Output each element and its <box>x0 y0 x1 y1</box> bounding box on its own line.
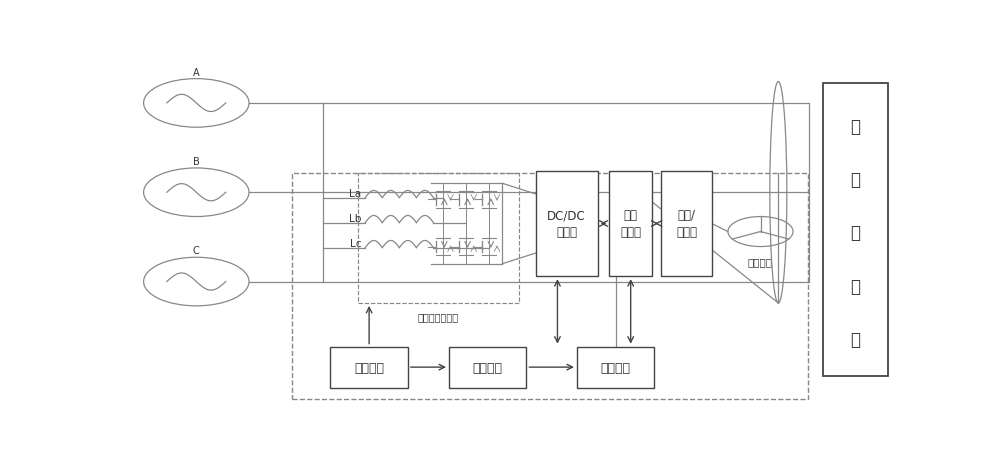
Text: 线: 线 <box>850 171 860 189</box>
Text: 双向
逆变器: 双向 逆变器 <box>620 209 641 239</box>
Text: DC/DC
变换器: DC/DC 变换器 <box>547 209 586 239</box>
Bar <box>536 171 598 276</box>
Bar <box>292 173 808 400</box>
Text: 主控制器: 主控制器 <box>473 361 503 374</box>
Bar <box>661 171 712 276</box>
Text: 非: 非 <box>850 118 860 136</box>
Text: Lc: Lc <box>350 238 361 249</box>
Bar <box>822 84 888 376</box>
Text: 飞轮本体: 飞轮本体 <box>748 257 773 267</box>
Text: 负: 负 <box>850 277 860 295</box>
Text: 能量变换主电路: 能量变换主电路 <box>418 311 459 321</box>
Text: 电动/
发电机: 电动/ 发电机 <box>676 209 697 239</box>
Bar <box>330 347 408 388</box>
Bar <box>609 171 652 276</box>
Text: B: B <box>193 157 200 167</box>
Text: La: La <box>349 188 361 199</box>
Bar <box>577 347 654 388</box>
Text: 荷: 荷 <box>850 330 860 348</box>
Bar <box>449 347 526 388</box>
Text: 采集模块: 采集模块 <box>601 361 631 374</box>
Text: 性: 性 <box>850 224 860 242</box>
Bar <box>358 173 519 303</box>
Text: A: A <box>193 68 200 78</box>
Text: Lb: Lb <box>349 213 361 224</box>
Text: C: C <box>193 246 200 256</box>
Text: 驱动模块: 驱动模块 <box>354 361 384 374</box>
